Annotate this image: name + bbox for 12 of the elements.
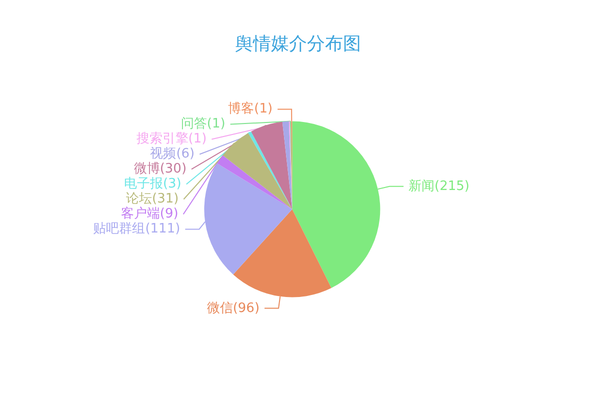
slice-label: 新闻(215) <box>408 178 470 194</box>
chart-title: 舆情媒介分布图 <box>235 34 361 54</box>
slice-label: 搜索引擎(1) <box>136 132 207 147</box>
slice-label: 视频(6) <box>150 146 195 162</box>
slice-label: 博客(1) <box>228 100 273 117</box>
slice-label: 贴吧群组(111) <box>93 222 180 237</box>
slice-label: 论坛(31) <box>126 192 179 207</box>
slice-label: 问答(1) <box>180 116 226 132</box>
slice-label: 微信(96) <box>206 300 260 316</box>
slice-label: 微博(30) <box>134 162 187 177</box>
slice-label: 客户端(9) <box>120 206 178 222</box>
slice-label: 电子报(3) <box>124 176 182 192</box>
